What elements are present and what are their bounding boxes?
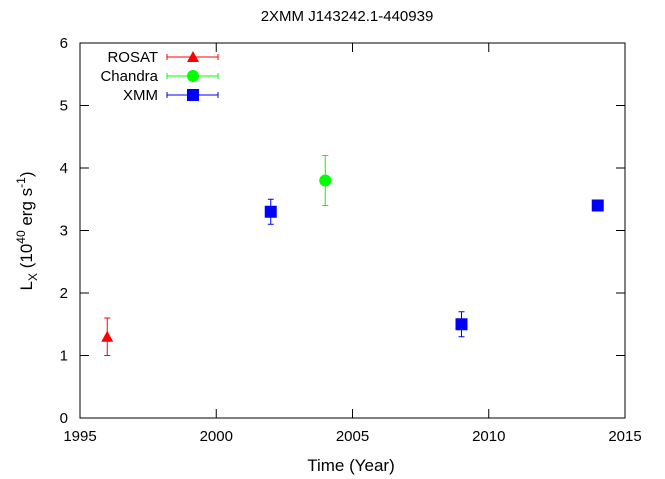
y-tick-label: 0 [60, 410, 68, 427]
xmm-point [591, 199, 604, 212]
legend-label-rosat: ROSAT [107, 49, 158, 66]
y-axis-label-mid: erg s [17, 188, 36, 231]
legend-label-xmm: XMM [123, 87, 158, 104]
rosat-point [101, 330, 114, 342]
y-tick-label: 1 [60, 348, 68, 365]
y-axis-label-exp: 40 [14, 230, 28, 244]
y-axis-ticks: 0 1 2 3 4 5 6 [60, 35, 625, 427]
legend-marker-xmm [187, 89, 199, 101]
x-axis-ticks: 1995 2000 2005 2010 2015 [63, 43, 642, 445]
x-axis-label: Time (Year) [307, 456, 395, 475]
chandra-point [319, 174, 332, 187]
y-axis-label-close: ) [17, 171, 36, 177]
y-tick-label: 4 [60, 160, 68, 177]
y-axis-label-sub: X [26, 273, 40, 281]
chart-title: 2XMM J143242.1-440939 [261, 8, 434, 25]
y-axis-label: LX (1040 erg s-1) [14, 171, 40, 290]
y-tick-label: 3 [60, 223, 68, 240]
x-tick-label: 2010 [472, 428, 505, 445]
y-axis-label-base: L [17, 281, 36, 290]
x-tick-label: 2000 [200, 428, 233, 445]
y-tick-label: 5 [60, 98, 68, 115]
y-tick-label: 2 [60, 285, 68, 302]
legend-label-chandra: Chandra [100, 68, 158, 85]
y-axis-label-exp2: -1 [14, 177, 28, 188]
xmm-point [264, 205, 277, 218]
x-tick-label: 2015 [608, 428, 641, 445]
plot-area [79, 42, 626, 419]
legend-marker-chandra [187, 70, 199, 82]
data-points [101, 155, 604, 356]
xmm-point [455, 318, 468, 331]
y-tick-label: 6 [60, 35, 68, 52]
legend-marker-rosat [187, 51, 199, 62]
plot-frame [79, 42, 626, 419]
legend: ROSAT Chandra XMM [100, 49, 219, 104]
x-tick-label: 2005 [336, 428, 369, 445]
x-tick-label: 1995 [63, 428, 96, 445]
y-axis-label-open: (10 [17, 244, 36, 273]
